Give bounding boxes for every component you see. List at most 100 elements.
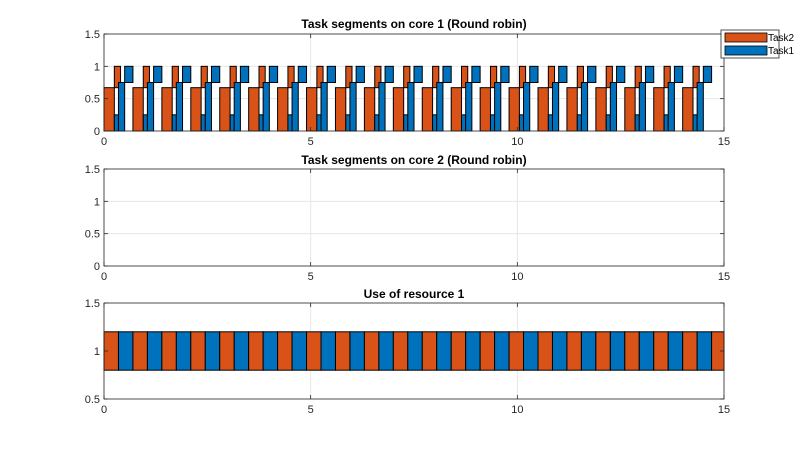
y-tick-label: 0.5 [85,229,100,241]
bar-task1 [461,114,467,132]
resource-bar-task1 [523,331,539,371]
bar-task1 [616,65,626,84]
bar-task1 [345,114,351,132]
resource-bar-task2 [479,331,496,371]
resource-bar-task1 [146,331,163,371]
resource-bar-task1 [696,331,713,371]
bar-task1 [605,114,611,132]
legend: Task2 Task1 [720,29,795,59]
resource-bar-task2 [450,331,467,371]
resource-bar-task2 [595,331,611,371]
y-tick-label: 0 [94,261,100,273]
bar-task2 [248,87,260,132]
bar-task1 [489,114,496,132]
bar-task1 [696,82,704,132]
bar-task2 [605,65,613,89]
bar-task2 [518,65,527,89]
bar-task1 [551,82,560,132]
bar-task1 [644,65,655,84]
bar-task2 [461,65,469,89]
bar-task2 [692,65,700,89]
bar-task1 [355,65,365,84]
bar-task1 [233,82,241,132]
bar-task1 [374,114,380,132]
bar-task1 [142,114,148,132]
resource-bar-task1 [580,331,597,371]
resource-bar-task1 [436,331,452,371]
bar-task2 [624,87,636,132]
legend-label-task1: Task1 [768,46,795,57]
y-tick-label: 1.5 [85,164,100,176]
bar-task2 [171,65,179,89]
bar-task2 [682,87,694,132]
resource-bar-task2 [190,331,206,371]
x-tick-label: 5 [308,271,314,283]
bar-task2 [161,87,173,132]
x-tick-label: 10 [511,271,523,283]
bar-task2 [547,65,556,89]
resource-bar-task1 [349,331,365,371]
legend-label-task2: Task2 [768,33,795,44]
bar-task2 [450,87,463,132]
bar-task1 [609,82,618,132]
bar-task1 [442,65,452,84]
resource-bar-task2 [537,331,553,371]
resource-bar-task2 [392,331,409,371]
bar-task1 [529,65,539,84]
bar-task1 [432,114,438,132]
bar-task1 [407,82,415,132]
x-tick-label: 15 [718,136,730,148]
x-tick-label: 15 [718,404,730,416]
plot-area [103,302,725,400]
resource-bar-task2 [421,331,438,371]
bar-task1 [113,114,119,132]
bar-task2 [595,87,607,132]
bar-task1 [258,114,264,132]
bar-task1 [494,82,502,132]
bar-task1 [200,114,206,132]
plot-title-core-2: Task segments on core 2 (Round robin) [301,153,526,167]
bar-task1 [384,65,394,84]
axes-resource-1: Use of resource 1 0 5 10 15 0.5 1 1.5 [85,287,730,416]
axis-box [103,168,725,267]
bar-task2 [287,65,295,89]
y-tick-label: 0 [94,126,100,138]
bar-task2 [113,65,122,89]
legend-swatch-task1 [724,45,768,56]
x-tick-label: 0 [101,404,107,416]
bar-task2 [363,87,376,132]
bar-task2 [653,87,665,132]
resource-bar-task1 [175,331,192,371]
y-tick-label: 1.5 [85,29,100,41]
resource-bar-task2 [161,331,177,371]
bar-task1 [518,114,525,132]
bar-task1 [182,65,192,84]
bar-task1 [239,65,250,84]
plot-area [103,168,725,267]
resource-bar-task1 [407,331,423,371]
bar-task1 [297,65,308,84]
bar-task1 [580,82,589,132]
resource-bar-task1 [204,331,221,371]
bar-task2 [421,87,434,132]
bar-task2 [663,65,671,89]
bar-task1 [287,114,293,132]
resource-bar-task1 [233,331,250,371]
bar-task1 [413,65,423,84]
bar-task1 [268,65,279,84]
bar-task2 [334,87,347,132]
legend-swatch-task2 [724,32,768,43]
bar-task1 [587,65,597,84]
bar-task1 [663,114,669,132]
resource-bar-task1 [465,331,481,371]
bar-task2 [537,87,549,132]
plot-background [104,169,724,266]
resource-bar-task1 [117,331,134,371]
y-tick-label: 1 [94,196,100,208]
resource-bar-task1 [291,331,308,371]
plot-title-resource-1: Use of resource 1 [364,287,465,301]
y-tick-label: 1 [94,61,100,73]
resource-bar-task1 [320,331,336,371]
bar-task2 [403,65,411,89]
resource-bar-task1 [638,331,655,371]
